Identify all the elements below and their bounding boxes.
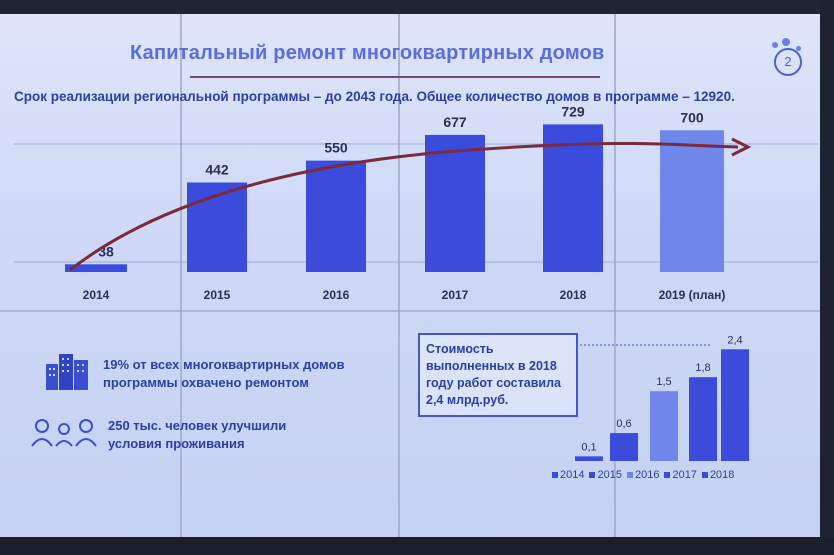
stat-people-line1: 250 тыс. человек улучшили bbox=[108, 418, 287, 433]
main-chart-bar bbox=[543, 124, 603, 272]
legend-swatch bbox=[701, 472, 708, 479]
slide-subtitle: Срок реализации региональной программы –… bbox=[14, 89, 735, 104]
main-chart-bar bbox=[425, 134, 485, 272]
decor-dot bbox=[772, 42, 778, 48]
page-number-badge: 2 bbox=[774, 48, 802, 76]
title-underline bbox=[190, 76, 600, 78]
cost-line3: году работ составила bbox=[426, 376, 561, 390]
legend-label: 2015 bbox=[597, 469, 622, 481]
screen-bezel-bottom bbox=[0, 537, 834, 555]
trend-arrow-head bbox=[731, 137, 752, 157]
legend-swatch bbox=[589, 472, 596, 479]
cost-chart-value-label: 0,1 bbox=[581, 441, 596, 453]
screen-bezel-right bbox=[820, 0, 834, 555]
cost-chart-bar bbox=[575, 456, 603, 461]
legend-label: 2017 bbox=[672, 469, 697, 481]
cost-chart-value-label: 1,5 bbox=[656, 376, 671, 388]
cost-chart-bar bbox=[721, 349, 749, 461]
stat-coverage: 19% от всех многоквартирных домов програ… bbox=[103, 356, 344, 392]
cost-chart-legend: 2014 2015 2016 2017 2018 bbox=[552, 469, 739, 481]
cost-chart-bar bbox=[610, 433, 638, 461]
cost-chart-value-label: 1,8 bbox=[695, 362, 710, 374]
main-chart-bar bbox=[187, 182, 247, 272]
main-chart-category-label: 2017 bbox=[442, 288, 469, 302]
cost-chart-bar bbox=[689, 377, 717, 461]
main-chart-value-label: 550 bbox=[324, 140, 348, 156]
legend-swatch bbox=[626, 472, 633, 479]
decor-dot bbox=[796, 46, 801, 51]
legend-item: 2018 bbox=[701, 469, 735, 481]
buildings-icon bbox=[44, 350, 90, 395]
slide-title: Капитальный ремонт многоквартирных домов bbox=[130, 42, 605, 64]
main-chart-value-label: 442 bbox=[205, 161, 229, 177]
main-chart-bar bbox=[660, 130, 724, 272]
legend-swatch bbox=[664, 472, 671, 479]
legend-item: 2017 bbox=[664, 469, 697, 481]
main-chart-category-label: 2014 bbox=[83, 288, 110, 302]
cost-chart-value-label: 2,4 bbox=[727, 334, 742, 346]
cost-chart-value-label: 0,6 bbox=[616, 418, 631, 430]
main-chart-bar bbox=[65, 264, 127, 272]
panel-seam bbox=[398, 14, 400, 537]
main-chart-value-label: 677 bbox=[443, 114, 467, 130]
main-chart-value-label: 700 bbox=[680, 109, 704, 125]
main-chart-value-label: 729 bbox=[561, 103, 585, 119]
stat-people-line2: условия проживания bbox=[108, 436, 245, 451]
cost-line2: выполненных в 2018 bbox=[426, 359, 557, 373]
cost-line1: Стоимость bbox=[426, 342, 494, 356]
stat-people: 250 тыс. человек улучшили условия прожив… bbox=[108, 417, 286, 453]
main-chart-category-label: 2016 bbox=[323, 288, 350, 302]
panel-seam-horizontal bbox=[0, 310, 820, 312]
main-chart-bar bbox=[306, 160, 366, 272]
legend-label: 2016 bbox=[634, 469, 660, 481]
panel-seam bbox=[614, 14, 616, 537]
screen-bezel-top bbox=[0, 0, 834, 14]
legend-item: 2014 bbox=[552, 469, 584, 481]
main-chart-category-label: 2018 bbox=[560, 288, 587, 302]
panel-seam bbox=[180, 14, 182, 537]
main-chart-category-label: 2019 (план) bbox=[659, 288, 726, 302]
legend-swatch bbox=[552, 472, 558, 479]
cost-line4: 2,4 млрд.руб. bbox=[426, 393, 509, 407]
decor-dot bbox=[782, 38, 790, 46]
main-chart-category-label: 2015 bbox=[204, 288, 231, 302]
stat-coverage-line1: 19% от всех многоквартирных домов bbox=[103, 357, 345, 372]
legend-label: 2018 bbox=[709, 469, 735, 481]
trend-arrow bbox=[69, 141, 739, 272]
stat-coverage-line2: программы охвачено ремонтом bbox=[103, 375, 309, 390]
legend-item: 2015 bbox=[589, 469, 622, 481]
people-icon bbox=[30, 418, 100, 453]
cost-chart-bar bbox=[650, 391, 678, 461]
legend-item: 2016 bbox=[626, 469, 660, 481]
cost-box: Стоимость выполненных в 2018 году работ … bbox=[418, 333, 578, 417]
legend-label: 2014 bbox=[560, 469, 585, 481]
